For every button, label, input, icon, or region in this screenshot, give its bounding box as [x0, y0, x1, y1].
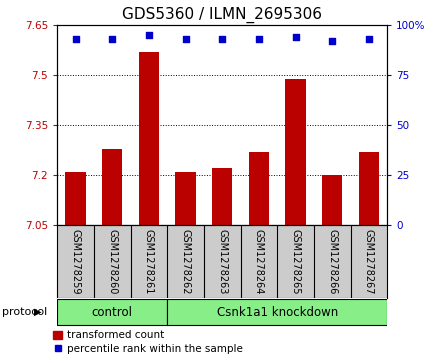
Title: GDS5360 / ILMN_2695306: GDS5360 / ILMN_2695306	[122, 7, 322, 23]
Text: GSM1278266: GSM1278266	[327, 229, 337, 294]
Point	[292, 34, 299, 40]
Text: GSM1278265: GSM1278265	[290, 229, 301, 294]
Bar	[249, 152, 269, 225]
Point	[182, 36, 189, 42]
Text: GSM1278264: GSM1278264	[254, 229, 264, 294]
Bar	[212, 168, 232, 225]
Bar	[66, 172, 86, 225]
Text: protocol: protocol	[2, 307, 48, 317]
Bar	[176, 172, 196, 225]
Text: GSM1278259: GSM1278259	[70, 229, 81, 294]
Text: GSM1278267: GSM1278267	[364, 229, 374, 294]
Bar	[57, 299, 167, 325]
Bar	[359, 152, 379, 225]
Bar	[102, 148, 122, 225]
Point	[329, 38, 336, 44]
Legend: transformed count, percentile rank within the sample: transformed count, percentile rank withi…	[49, 326, 247, 358]
Text: GSM1278263: GSM1278263	[217, 229, 227, 294]
Bar	[139, 52, 159, 225]
Text: GSM1278260: GSM1278260	[107, 229, 117, 294]
Text: GSM1278261: GSM1278261	[144, 229, 154, 294]
Bar	[167, 299, 387, 325]
Point	[255, 36, 262, 42]
Point	[109, 36, 116, 42]
Point	[72, 36, 79, 42]
Text: GSM1278262: GSM1278262	[180, 229, 191, 294]
Point	[145, 32, 152, 38]
Bar	[322, 175, 342, 225]
Bar	[286, 79, 306, 225]
Point	[365, 36, 372, 42]
Text: ▶: ▶	[33, 307, 41, 317]
Text: Csnk1a1 knockdown: Csnk1a1 knockdown	[216, 306, 338, 319]
Text: control: control	[92, 306, 133, 319]
Point	[219, 36, 226, 42]
